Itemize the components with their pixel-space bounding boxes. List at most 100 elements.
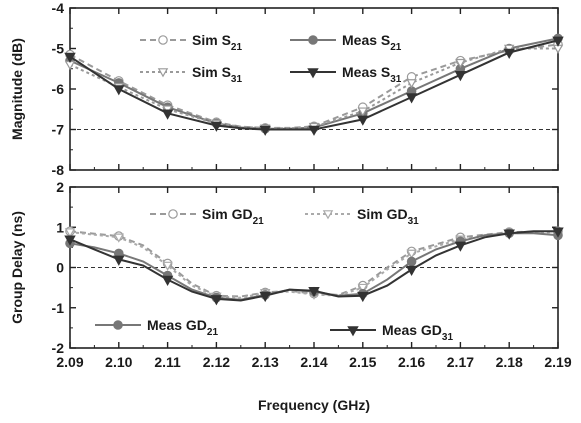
x-tick-label: 2.18 xyxy=(496,354,523,370)
legend-marker xyxy=(347,326,359,337)
legend-label-subscript: 31 xyxy=(408,216,420,227)
series-meas-gd31 xyxy=(64,227,564,306)
legend-label-main: Sim GD xyxy=(202,206,253,222)
data-point xyxy=(406,256,417,267)
legend-label: Sim S31 xyxy=(192,64,242,85)
y-tick-label: 1 xyxy=(56,219,64,235)
panel-2: -2 -1 0 1 2 2.09 2.10 2.11 2.12 2.13 2.14 2.15 2.16 2… xyxy=(9,179,572,413)
legend-label-main: Sim GD xyxy=(357,206,408,222)
y-tick-label: 2 xyxy=(56,179,64,195)
legend-label: Meas S31 xyxy=(342,64,402,85)
legend-label-main: Meas GD xyxy=(147,317,207,333)
legend-marker xyxy=(158,35,168,45)
data-point xyxy=(113,233,125,243)
legend-marker xyxy=(308,35,318,45)
y-tick-label: -6 xyxy=(52,81,65,97)
legend-label-subscript: 21 xyxy=(231,42,243,53)
data-point xyxy=(454,71,467,82)
y-tick-label: -5 xyxy=(52,41,65,57)
legend-entry: Sim S21 xyxy=(140,32,242,53)
data-point xyxy=(308,125,320,136)
x-axis-label: Frequency (GHz) xyxy=(258,397,370,413)
legend-label-subscript: 21 xyxy=(390,42,402,53)
y-tick-label: -1 xyxy=(52,300,65,316)
legend-marker xyxy=(168,209,178,219)
x-tick-label: 2.12 xyxy=(203,354,230,370)
legend-label-subscript: 21 xyxy=(207,327,219,338)
data-point xyxy=(64,52,76,64)
x-tick-label: 2.10 xyxy=(105,354,132,370)
data-point xyxy=(64,235,76,246)
x-tick-label: 2.09 xyxy=(56,354,83,370)
data-point xyxy=(357,291,369,303)
legend-entry: Meas GD21 xyxy=(95,317,218,338)
data-point xyxy=(454,241,467,252)
y-axis-label: Group Delay (ns) xyxy=(9,211,25,324)
plot-frame xyxy=(69,7,559,171)
data-point xyxy=(64,228,76,238)
data-point xyxy=(162,261,173,271)
series-line xyxy=(69,37,559,130)
data-point xyxy=(406,249,417,259)
series-line xyxy=(69,39,559,131)
y-tick-label: 0 xyxy=(56,260,64,276)
legend-label-subscript: 31 xyxy=(442,332,454,343)
data-point xyxy=(210,121,223,132)
data-point xyxy=(503,48,515,59)
data-point xyxy=(405,265,418,276)
series-meas-s21 xyxy=(65,33,563,134)
legend-marker xyxy=(157,68,169,78)
legend-label-subscript: 31 xyxy=(231,74,243,85)
legend-label-main: Meas S xyxy=(342,32,390,48)
data-point xyxy=(113,85,125,96)
legend-label-main: Meas GD xyxy=(382,322,442,338)
x-tick-label: 2.14 xyxy=(300,354,327,370)
legend-entry: Sim S31 xyxy=(140,64,242,85)
x-tick-label: 2.17 xyxy=(447,354,474,370)
x-tick-label: 2.11 xyxy=(154,354,181,370)
legend-entry: Meas GD31 xyxy=(330,322,453,343)
series-meas-s31 xyxy=(64,36,564,136)
data-point xyxy=(210,295,223,306)
legend-label-main: Meas S xyxy=(342,64,390,80)
data-point xyxy=(406,79,417,89)
legend-marker xyxy=(307,68,319,79)
legend-label-main: Sim S xyxy=(192,64,231,80)
data-point xyxy=(161,109,174,120)
data-point xyxy=(308,287,320,298)
series-line xyxy=(69,47,558,130)
x-tick-label: 2.16 xyxy=(398,354,425,370)
y-tick-label: -7 xyxy=(52,122,65,138)
data-point xyxy=(455,58,466,69)
data-point xyxy=(357,115,369,126)
data-point xyxy=(357,283,369,294)
data-point xyxy=(552,36,564,47)
legend-label-subscript: 21 xyxy=(253,216,265,227)
legend-label: Meas GD31 xyxy=(382,322,453,343)
data-point xyxy=(161,275,174,287)
legend-label: Meas S21 xyxy=(342,32,402,53)
data-point xyxy=(503,229,515,240)
legend-label: Sim S21 xyxy=(192,32,242,53)
legend-entry: Meas S31 xyxy=(290,64,402,85)
series-line xyxy=(69,43,559,129)
legend-entry: Sim GD21 xyxy=(150,206,264,227)
data-point xyxy=(357,107,369,117)
y-tick-label: -8 xyxy=(52,162,65,178)
legend-entry: Sim GD31 xyxy=(305,206,419,227)
legend-label-subscript: 31 xyxy=(390,74,402,85)
data-point xyxy=(113,255,125,266)
x-tick-label: 2.19 xyxy=(544,354,571,370)
x-tick-label: 2.13 xyxy=(252,354,279,370)
legend-label: Sim GD31 xyxy=(357,206,419,227)
legend-entry: Meas S21 xyxy=(290,32,402,53)
y-tick-label: -2 xyxy=(52,340,65,356)
legend-marker xyxy=(113,320,123,330)
data-point xyxy=(552,227,564,238)
legend-label: Meas GD21 xyxy=(147,317,218,338)
legend-marker xyxy=(322,210,334,220)
x-tick-label: 2.15 xyxy=(349,354,376,370)
